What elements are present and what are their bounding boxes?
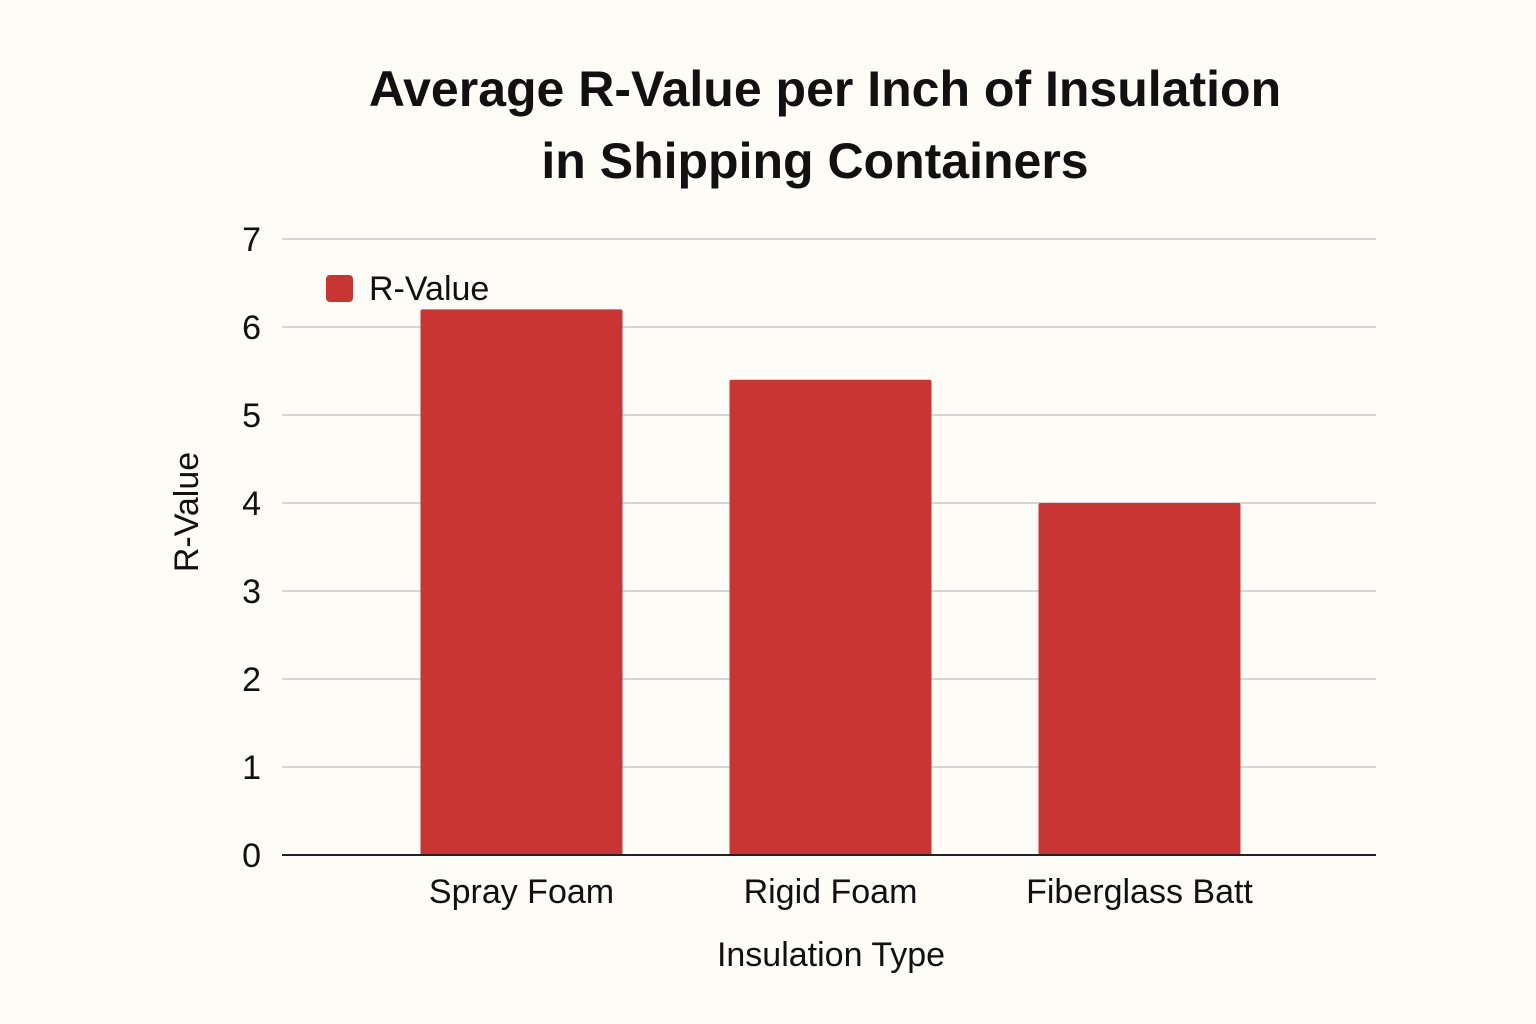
x-axis-title: Insulation Type (717, 936, 945, 974)
x-axis-categories: Spray Foam Rigid Foam Fiberglass Batt (429, 873, 1254, 911)
chart-title-line-2: in Shipping Containers (541, 133, 1088, 189)
y-tick-label-2: 2 (242, 661, 261, 699)
bar-spray-foam (420, 309, 623, 855)
x-category-label-rigid-foam: Rigid Foam (744, 873, 918, 911)
legend-label: R-Value (369, 270, 489, 308)
y-tick-label-6: 6 (242, 309, 261, 347)
bars (420, 309, 1241, 855)
y-tick-label-5: 5 (242, 397, 261, 435)
y-tick-label-3: 3 (242, 573, 261, 611)
y-tick-label-1: 1 (242, 749, 261, 787)
legend-swatch (326, 275, 353, 302)
y-axis-title: R-Value (168, 452, 206, 572)
y-tick-label-7: 7 (242, 221, 261, 259)
legend: R-Value (326, 270, 489, 308)
x-category-label-spray-foam: Spray Foam (429, 873, 614, 911)
x-category-label-fiberglass-batt: Fiberglass Batt (1026, 873, 1253, 911)
bar-rigid-foam (729, 379, 932, 855)
y-tick-label-4: 4 (242, 485, 261, 523)
y-axis-ticks: 0 1 2 3 4 5 6 7 (242, 221, 261, 875)
y-tick-label-0: 0 (242, 837, 261, 875)
chart-title-line-1: Average R-Value per Inch of Insulation (369, 61, 1281, 117)
bar-fiberglass-batt (1038, 503, 1241, 855)
